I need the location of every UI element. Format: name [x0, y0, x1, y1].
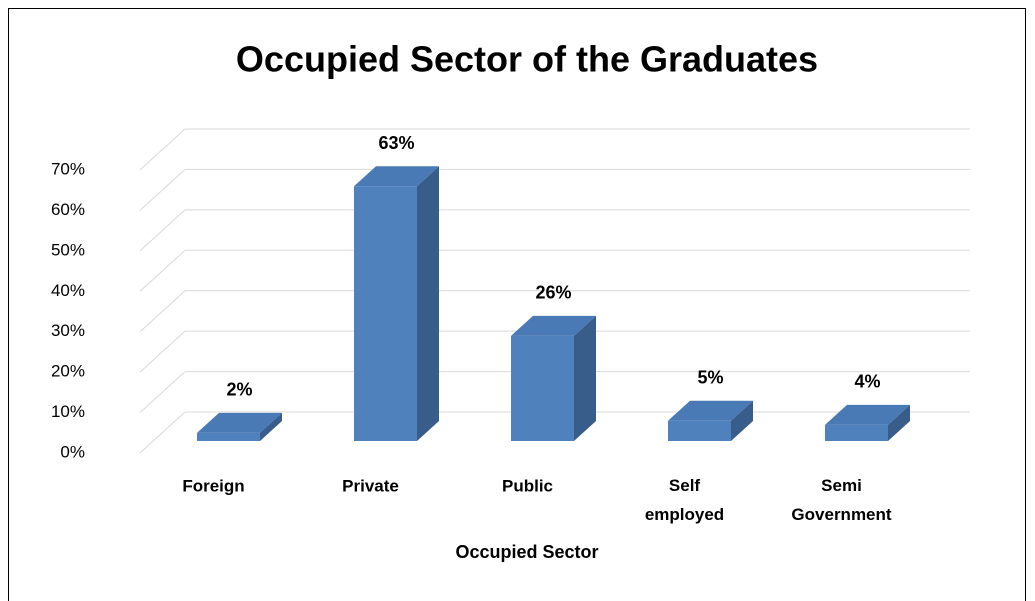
grid-line: [139, 209, 186, 252]
x-tick-label: Private: [342, 476, 399, 495]
bar-top: [825, 404, 910, 425]
bar-side: [574, 315, 596, 441]
data-label: 5%: [697, 368, 723, 388]
bar-side: [260, 412, 282, 441]
bar-front: [197, 432, 260, 441]
bar: [354, 166, 439, 442]
grid-line: [139, 169, 186, 211]
bar-top: [354, 166, 439, 187]
bar: [511, 315, 596, 441]
grid-line: [139, 411, 186, 454]
x-tick-label: Public: [502, 476, 553, 495]
bar-side: [731, 400, 753, 441]
y-tick-label: 10%: [51, 402, 85, 421]
bar-front: [668, 420, 731, 441]
data-label: 26%: [535, 283, 571, 303]
bar-side: [417, 166, 439, 442]
bar-side: [888, 404, 910, 441]
grid-line: [139, 128, 186, 171]
bar: [668, 400, 753, 441]
y-tick-label: 60%: [51, 200, 85, 219]
data-label: 63%: [378, 133, 414, 153]
chart-title: Occupied Sector of the Graduates: [236, 39, 818, 80]
bar-top: [668, 400, 753, 421]
bar-front: [354, 186, 417, 441]
x-tick-label: Semi Government: [791, 476, 891, 524]
y-tick-label: 40%: [51, 281, 85, 300]
bar: [825, 404, 910, 441]
y-tick-label: 70%: [51, 159, 85, 178]
data-label: 4%: [854, 372, 880, 392]
grid-line: [139, 249, 186, 292]
x-axis-title: Occupied Sector: [455, 542, 598, 562]
x-tick-label: Foreign: [182, 476, 244, 495]
grid-line: [139, 290, 186, 333]
bar-top: [511, 315, 596, 336]
data-label: 2%: [226, 380, 252, 400]
chart-border: [8, 8, 1026, 601]
y-tick-label: 20%: [51, 362, 85, 381]
y-tick-label: 50%: [51, 240, 85, 259]
bar: [197, 412, 282, 441]
bar-front: [825, 424, 888, 441]
bar-front: [511, 335, 574, 441]
x-tick-label: Self employed: [645, 476, 724, 524]
y-tick-label: 0%: [60, 442, 85, 461]
grid-line: [139, 330, 186, 373]
grid-line: [139, 371, 186, 413]
y-tick-label: 30%: [51, 321, 85, 340]
bar-top: [197, 412, 282, 433]
